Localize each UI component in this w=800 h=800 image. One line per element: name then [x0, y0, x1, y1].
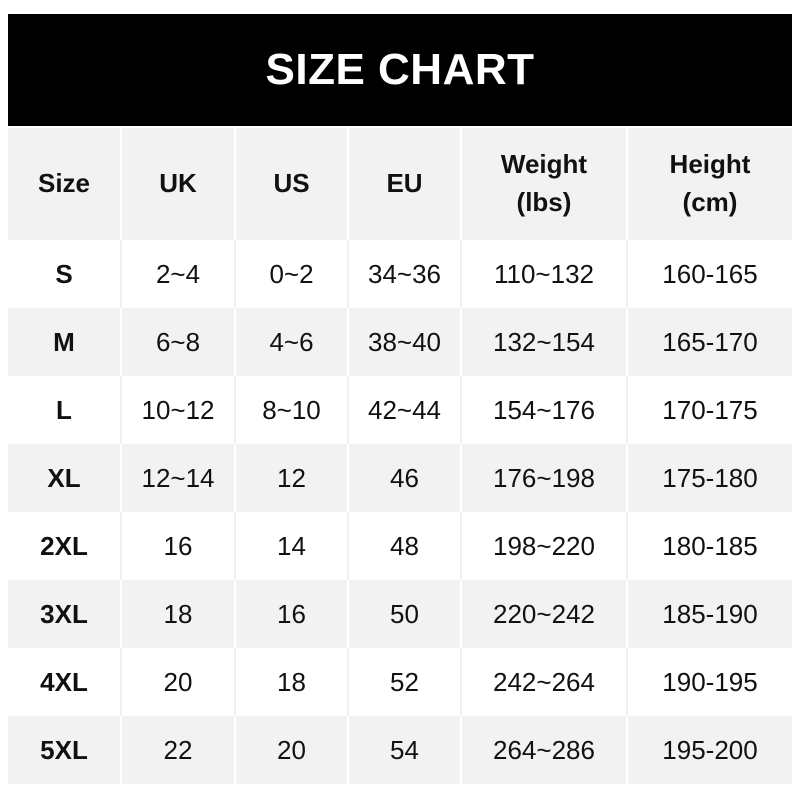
table-cell: 18 [120, 580, 235, 648]
table-cell: 264~286 [460, 716, 627, 784]
table-cell: 0~2 [234, 240, 348, 308]
table-row: S 2~4 0~2 34~36 110~132 160-165 [8, 240, 792, 308]
table-cell: 180-185 [626, 512, 792, 580]
size-label: XL [8, 444, 121, 512]
table-cell: 22 [120, 716, 235, 784]
table-cell: 6~8 [120, 308, 235, 376]
table-row: M 6~8 4~6 38~40 132~154 165-170 [8, 308, 792, 376]
column-header-line1: Size [37, 168, 91, 199]
size-label: 4XL [8, 648, 121, 716]
table-row: 3XL 18 16 50 220~242 185-190 [8, 580, 792, 648]
table-cell: 154~176 [460, 376, 627, 444]
size-label: M [8, 308, 121, 376]
size-chart-title: SIZE CHART [8, 14, 792, 126]
size-label: L [8, 376, 121, 444]
table-cell: 2~4 [120, 240, 235, 308]
table-cell: 176~198 [460, 444, 627, 512]
table-cell: 185-190 [626, 580, 792, 648]
column-header-line1: Weight [500, 149, 588, 180]
column-header-line1: US [273, 168, 310, 199]
column-header: US [234, 128, 348, 240]
header-row: Size UK US EU Weight (lbs) Height (cm) [8, 128, 792, 240]
table-cell: 42~44 [347, 376, 461, 444]
size-label: 2XL [8, 512, 121, 580]
table-cell: 8~10 [234, 376, 348, 444]
table-cell: 20 [234, 716, 348, 784]
table-cell: 175-180 [626, 444, 792, 512]
table-row: L 10~12 8~10 42~44 154~176 170-175 [8, 376, 792, 444]
size-label: 5XL [8, 716, 121, 784]
table-cell: 220~242 [460, 580, 627, 648]
table-row: 2XL 16 14 48 198~220 180-185 [8, 512, 792, 580]
table-row: 4XL 20 18 52 242~264 190-195 [8, 648, 792, 716]
column-header-line1: EU [386, 168, 423, 199]
table-cell: 12 [234, 444, 348, 512]
table-cell: 16 [234, 580, 348, 648]
column-header-line1: UK [159, 168, 197, 199]
table-cell: 48 [347, 512, 461, 580]
column-header: EU [347, 128, 461, 240]
table-cell: 46 [347, 444, 461, 512]
table-cell: 50 [347, 580, 461, 648]
size-label: S [8, 240, 121, 308]
table-row: XL 12~14 12 46 176~198 175-180 [8, 444, 792, 512]
table-cell: 4~6 [234, 308, 348, 376]
column-header: UK [120, 128, 235, 240]
table-cell: 10~12 [120, 376, 235, 444]
table-cell: 198~220 [460, 512, 627, 580]
table-row: 5XL 22 20 54 264~286 195-200 [8, 716, 792, 784]
column-header-line2: (cm) [682, 187, 738, 217]
table-cell: 165-170 [626, 308, 792, 376]
size-chart-table: Size UK US EU Weight (lbs) Height (cm) S 2~4 0~2 3… [8, 128, 792, 784]
table-cell: 54 [347, 716, 461, 784]
table-cell: 110~132 [460, 240, 627, 308]
table-cell: 12~14 [120, 444, 235, 512]
size-label: 3XL [8, 580, 121, 648]
column-header-line2: (lbs) [516, 187, 572, 217]
table-cell: 160-165 [626, 240, 792, 308]
table-cell: 34~36 [347, 240, 461, 308]
table-cell: 38~40 [347, 308, 461, 376]
table-cell: 18 [234, 648, 348, 716]
table-cell: 20 [120, 648, 235, 716]
table-cell: 14 [234, 512, 348, 580]
table-cell: 242~264 [460, 648, 627, 716]
column-header-line1: Height [669, 149, 751, 180]
table-cell: 52 [347, 648, 461, 716]
column-header: Height (cm) [626, 128, 792, 240]
table-cell: 132~154 [460, 308, 627, 376]
table-cell: 195-200 [626, 716, 792, 784]
column-header: Weight (lbs) [460, 128, 627, 240]
table-cell: 16 [120, 512, 235, 580]
column-header: Size [8, 128, 121, 240]
table-cell: 170-175 [626, 376, 792, 444]
table-cell: 190-195 [626, 648, 792, 716]
